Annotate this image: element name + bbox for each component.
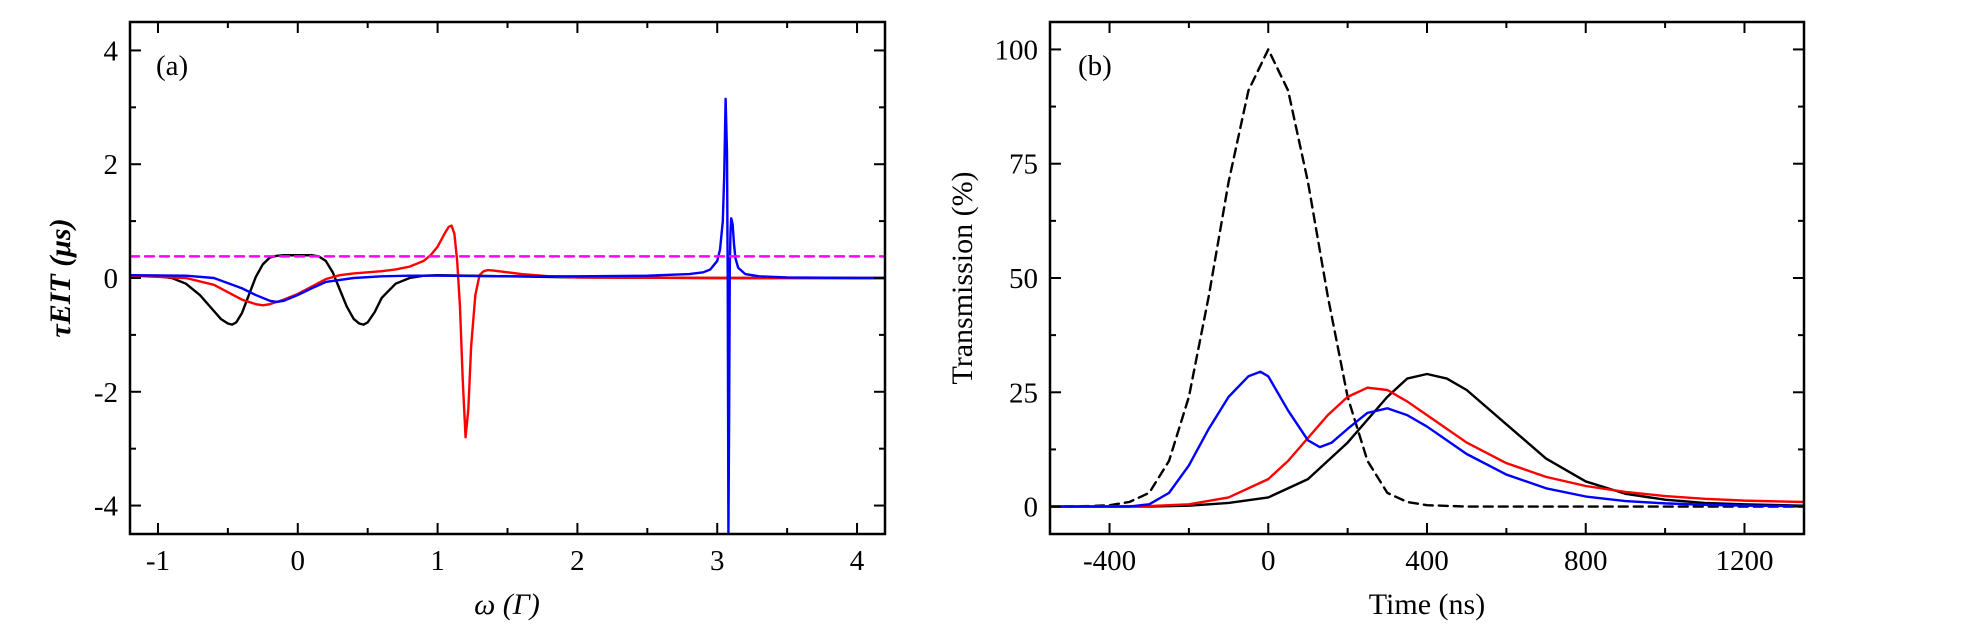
y-tick-label-a: 0 <box>104 263 119 295</box>
panel-label-b: (b) <box>1078 50 1112 82</box>
x-tick-label-b: 800 <box>1564 545 1608 577</box>
x-axis-label-b: Time (ns) <box>1369 588 1485 621</box>
y-axis-label-b: Transmission (%) <box>946 171 979 384</box>
plot-area-a <box>130 97 885 534</box>
x-tick-label-a: 4 <box>850 545 865 577</box>
series-line-b-4 <box>1050 370 1804 508</box>
series-line-b-3 <box>1050 386 1804 508</box>
x-tick-labels-b: -400 0 400 800 1200 <box>1083 545 1774 577</box>
y-tick-label-a: 4 <box>104 35 119 67</box>
x-tick-label-a: 1 <box>430 545 445 577</box>
x-tick-label-b: 0 <box>1261 545 1276 577</box>
x-tick-label-a: 3 <box>710 545 725 577</box>
y-tick-labels-a: -4 -2 0 2 4 <box>94 35 119 522</box>
series-line-a-3 <box>130 97 885 534</box>
y-tick-labels-b: 0 25 50 75 100 <box>995 34 1039 523</box>
y-tick-label-a: -4 <box>94 491 119 523</box>
x-tick-label-a: 2 <box>570 545 585 577</box>
series-line-a-1 <box>130 254 885 326</box>
x-tick-label-b: 1200 <box>1715 545 1773 577</box>
y-tick-label-b: 50 <box>1009 263 1038 295</box>
x-tick-label-a: -1 <box>146 545 170 577</box>
x-tick-label-b: 400 <box>1405 545 1449 577</box>
series-line-a-2 <box>130 224 885 439</box>
chart-panel-b: -400 0 400 800 1200 0 25 50 75 100 (b) Time (ns)… <box>946 20 1806 621</box>
y-tick-label-a: 2 <box>104 149 119 181</box>
tick-marks-a <box>130 22 885 534</box>
x-axis-label-a: ω (Γ) <box>474 588 540 621</box>
x-tick-label-b: -400 <box>1083 545 1136 577</box>
y-tick-label-b: 0 <box>1024 492 1039 524</box>
y-tick-label-b: 75 <box>1009 149 1038 181</box>
y-tick-label-a: -2 <box>94 377 118 409</box>
series-line-b-2 <box>1050 372 1804 508</box>
plot-frame-b <box>1048 20 1806 536</box>
plot-area-b <box>1050 48 1804 508</box>
x-tick-label-a: 0 <box>291 545 306 577</box>
panel-label-a: (a) <box>156 50 188 82</box>
y-tick-label-b: 25 <box>1009 377 1038 409</box>
series-line-b-1 <box>1050 48 1804 508</box>
chart-panel-a: -1 0 1 2 3 4 -4 -2 0 2 4 (a) ω (Γ) τEIT (μs) <box>44 20 887 621</box>
tick-marks-b <box>1050 22 1804 534</box>
x-tick-labels-a: -1 0 1 2 3 4 <box>146 545 865 577</box>
y-axis-label-a: τEIT (μs) <box>44 218 77 337</box>
y-tick-label-b: 100 <box>995 34 1039 66</box>
